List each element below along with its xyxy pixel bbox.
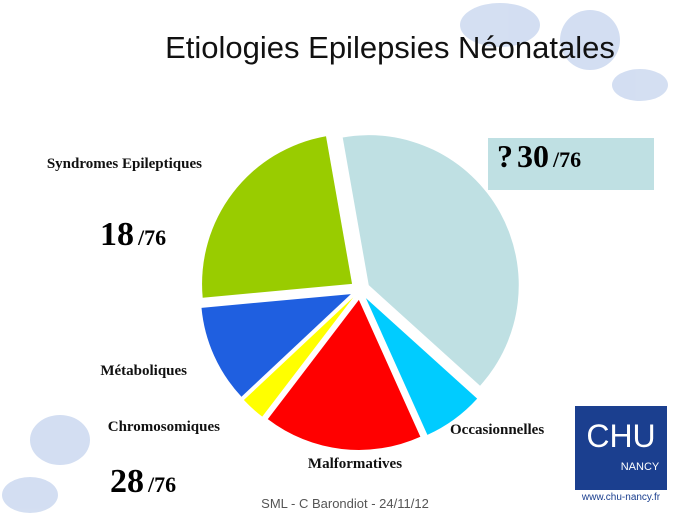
logo-url: www.chu-nancy.fr — [581, 492, 661, 503]
logo-city: NANCY — [621, 461, 660, 473]
annotation-number: 18 — [100, 216, 134, 253]
pie-slice — [342, 135, 519, 386]
annotation: 28 /76 — [110, 463, 176, 500]
logo-box — [575, 406, 667, 490]
annotation-number: 28 — [110, 463, 144, 500]
pie-slice — [365, 298, 478, 435]
slice-label: Syndromes Epileptiques — [47, 156, 202, 172]
annotation-suffix: /76 — [137, 225, 166, 250]
annotation: ? 30 /76 — [497, 138, 581, 174]
slice-label: Occasionnelles — [450, 422, 544, 438]
annotation-number: 30 — [517, 138, 549, 174]
pie-slice — [267, 299, 421, 450]
annotation-suffix: /76 — [147, 472, 176, 497]
chart-title: Etiologies Epilepsies Néonatales — [165, 30, 615, 65]
slice-label: Chromosomiques — [108, 419, 220, 435]
annotation-suffix: /76 — [552, 147, 581, 172]
decoration — [2, 3, 668, 513]
pie-slice — [201, 294, 351, 397]
pie-slice — [243, 297, 354, 417]
pie-slice — [202, 136, 353, 298]
slice-label: Métaboliques — [100, 363, 187, 379]
footer: SML - C Barondiot - 24/11/12 — [261, 496, 429, 511]
logo: CHU NANCY www.chu-nancy.fr — [575, 406, 667, 503]
logo-name: CHU — [586, 418, 655, 454]
annotation-box — [488, 138, 654, 190]
pie — [201, 135, 519, 450]
annotation: 18 /76 — [100, 216, 166, 253]
annotation-prefix: ? — [497, 138, 513, 174]
slice-label: Malformatives — [308, 456, 402, 472]
